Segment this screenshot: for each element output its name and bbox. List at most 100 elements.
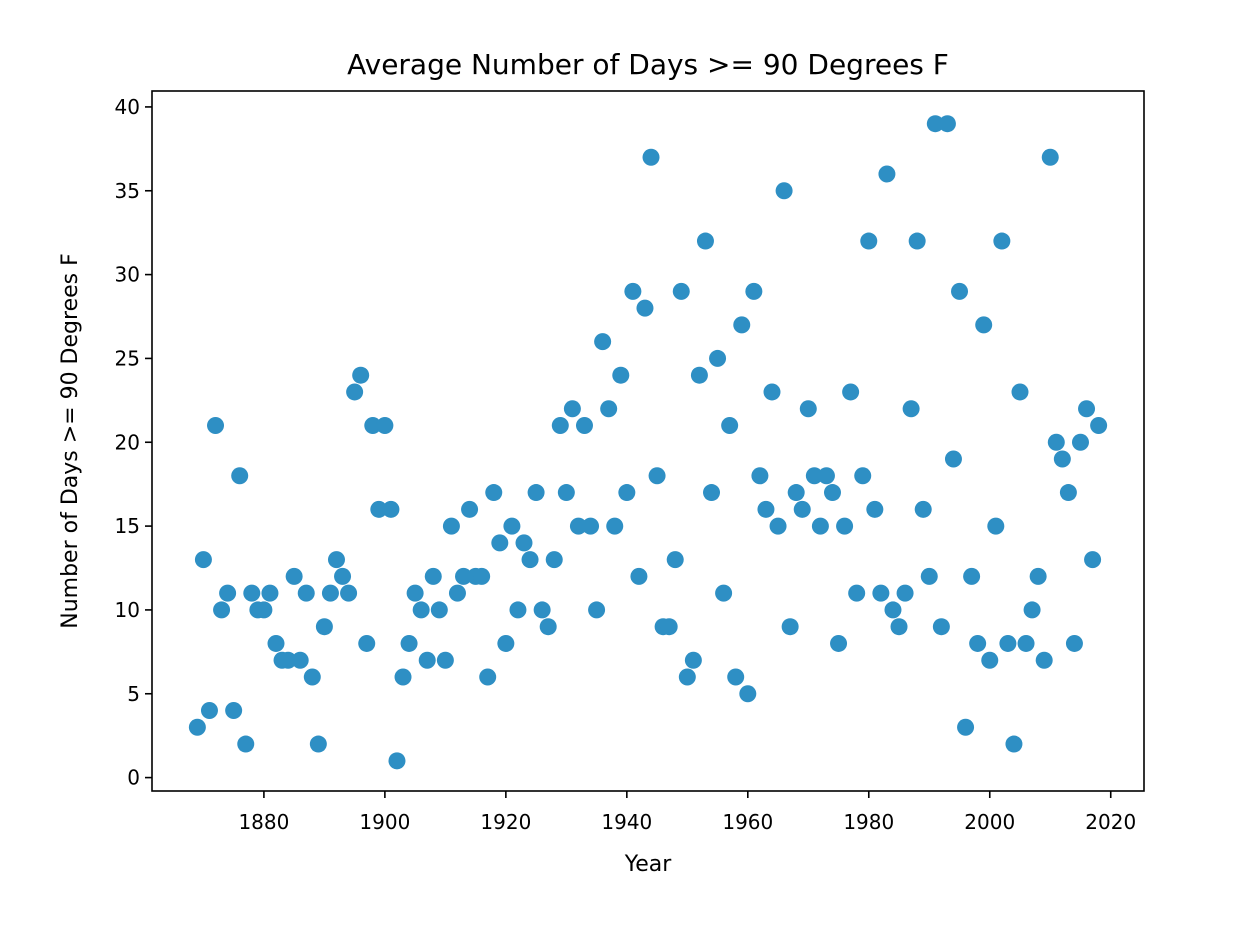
data-point: [485, 484, 503, 502]
data-point: [594, 333, 612, 351]
data-point: [817, 467, 835, 485]
data-point: [394, 668, 412, 686]
data-point: [1090, 416, 1108, 434]
data-point: [1084, 551, 1102, 569]
data-point: [267, 634, 285, 652]
y-tick-label: 20: [115, 430, 140, 454]
data-point: [497, 634, 515, 652]
data-point: [346, 383, 364, 401]
data-point: [279, 651, 297, 669]
data-point: [769, 517, 787, 535]
y-axis-ticks: 0 5 10 15 20 25 30 35 40: [115, 95, 152, 790]
data-point: [1023, 601, 1041, 619]
data-point: [787, 484, 805, 502]
data-point: [515, 534, 533, 552]
data-point: [757, 500, 775, 518]
data-point: [243, 584, 261, 602]
data-point: [630, 567, 648, 585]
data-point: [805, 467, 823, 485]
data-point: [696, 232, 714, 250]
data-point: [660, 618, 678, 636]
data-point: [297, 584, 315, 602]
data-point: [987, 517, 1005, 535]
data-point: [672, 282, 690, 300]
data-point: [424, 567, 442, 585]
data-point: [721, 416, 739, 434]
data-point: [1059, 484, 1077, 502]
data-point: [225, 702, 243, 720]
data-point: [727, 668, 745, 686]
data-point: [533, 601, 551, 619]
data-point: [606, 517, 624, 535]
data-point: [563, 400, 581, 418]
data-point: [461, 500, 479, 518]
data-point: [914, 500, 932, 518]
data-point: [642, 148, 660, 166]
data-point: [690, 366, 708, 384]
data-point: [340, 584, 358, 602]
y-tick-label: 40: [115, 95, 140, 119]
y-tick-label: 0: [127, 766, 140, 790]
data-point: [213, 601, 231, 619]
data-point: [618, 484, 636, 502]
data-point: [442, 517, 460, 535]
y-axis-label: Number of Days >= 90 Degrees F: [58, 253, 83, 629]
data-point: [430, 601, 448, 619]
data-point: [932, 618, 950, 636]
data-point: [860, 232, 878, 250]
data-point: [527, 484, 545, 502]
data-point: [557, 484, 575, 502]
data-point: [684, 651, 702, 669]
data-point: [1041, 148, 1059, 166]
data-point: [981, 651, 999, 669]
data-point: [309, 735, 327, 753]
data-point: [491, 534, 509, 552]
data-point: [624, 282, 642, 300]
data-point: [412, 601, 430, 619]
data-point: [751, 467, 769, 485]
data-point: [781, 618, 799, 636]
data-point: [908, 232, 926, 250]
data-point: [1047, 433, 1065, 451]
plot-frame: [151, 90, 1145, 792]
data-point: [382, 500, 400, 518]
data-point: [612, 366, 630, 384]
data-point: [600, 400, 618, 418]
data-point: [261, 584, 279, 602]
data-point: [715, 584, 733, 602]
data-point: [884, 601, 902, 619]
x-tick-label: 1920: [480, 810, 531, 834]
data-point: [854, 467, 872, 485]
data-point: [521, 551, 539, 569]
data-point: [739, 685, 757, 703]
x-tick-label: 1960: [722, 810, 773, 834]
data-point: [920, 567, 938, 585]
data-point: [678, 668, 696, 686]
data-point: [473, 567, 491, 585]
data-point: [1078, 400, 1096, 418]
data-point: [866, 500, 884, 518]
data-point: [636, 299, 654, 317]
data-point: [666, 551, 684, 569]
data-point: [811, 517, 829, 535]
data-point: [231, 467, 249, 485]
data-point: [896, 584, 914, 602]
data-point: [763, 383, 781, 401]
data-point: [703, 484, 721, 502]
data-point: [830, 634, 848, 652]
data-point: [321, 584, 339, 602]
data-point: [993, 232, 1011, 250]
data-point: [291, 651, 309, 669]
data-point: [1011, 383, 1029, 401]
data-point: [315, 618, 333, 636]
x-axis-label: Year: [624, 852, 673, 877]
data-point: [479, 668, 497, 686]
data-point: [1065, 634, 1083, 652]
data-point: [334, 567, 352, 585]
data-point: [194, 551, 212, 569]
y-tick-label: 30: [115, 263, 140, 287]
data-point: [836, 517, 854, 535]
data-point: [255, 601, 273, 619]
data-point: [352, 366, 370, 384]
data-point: [848, 584, 866, 602]
